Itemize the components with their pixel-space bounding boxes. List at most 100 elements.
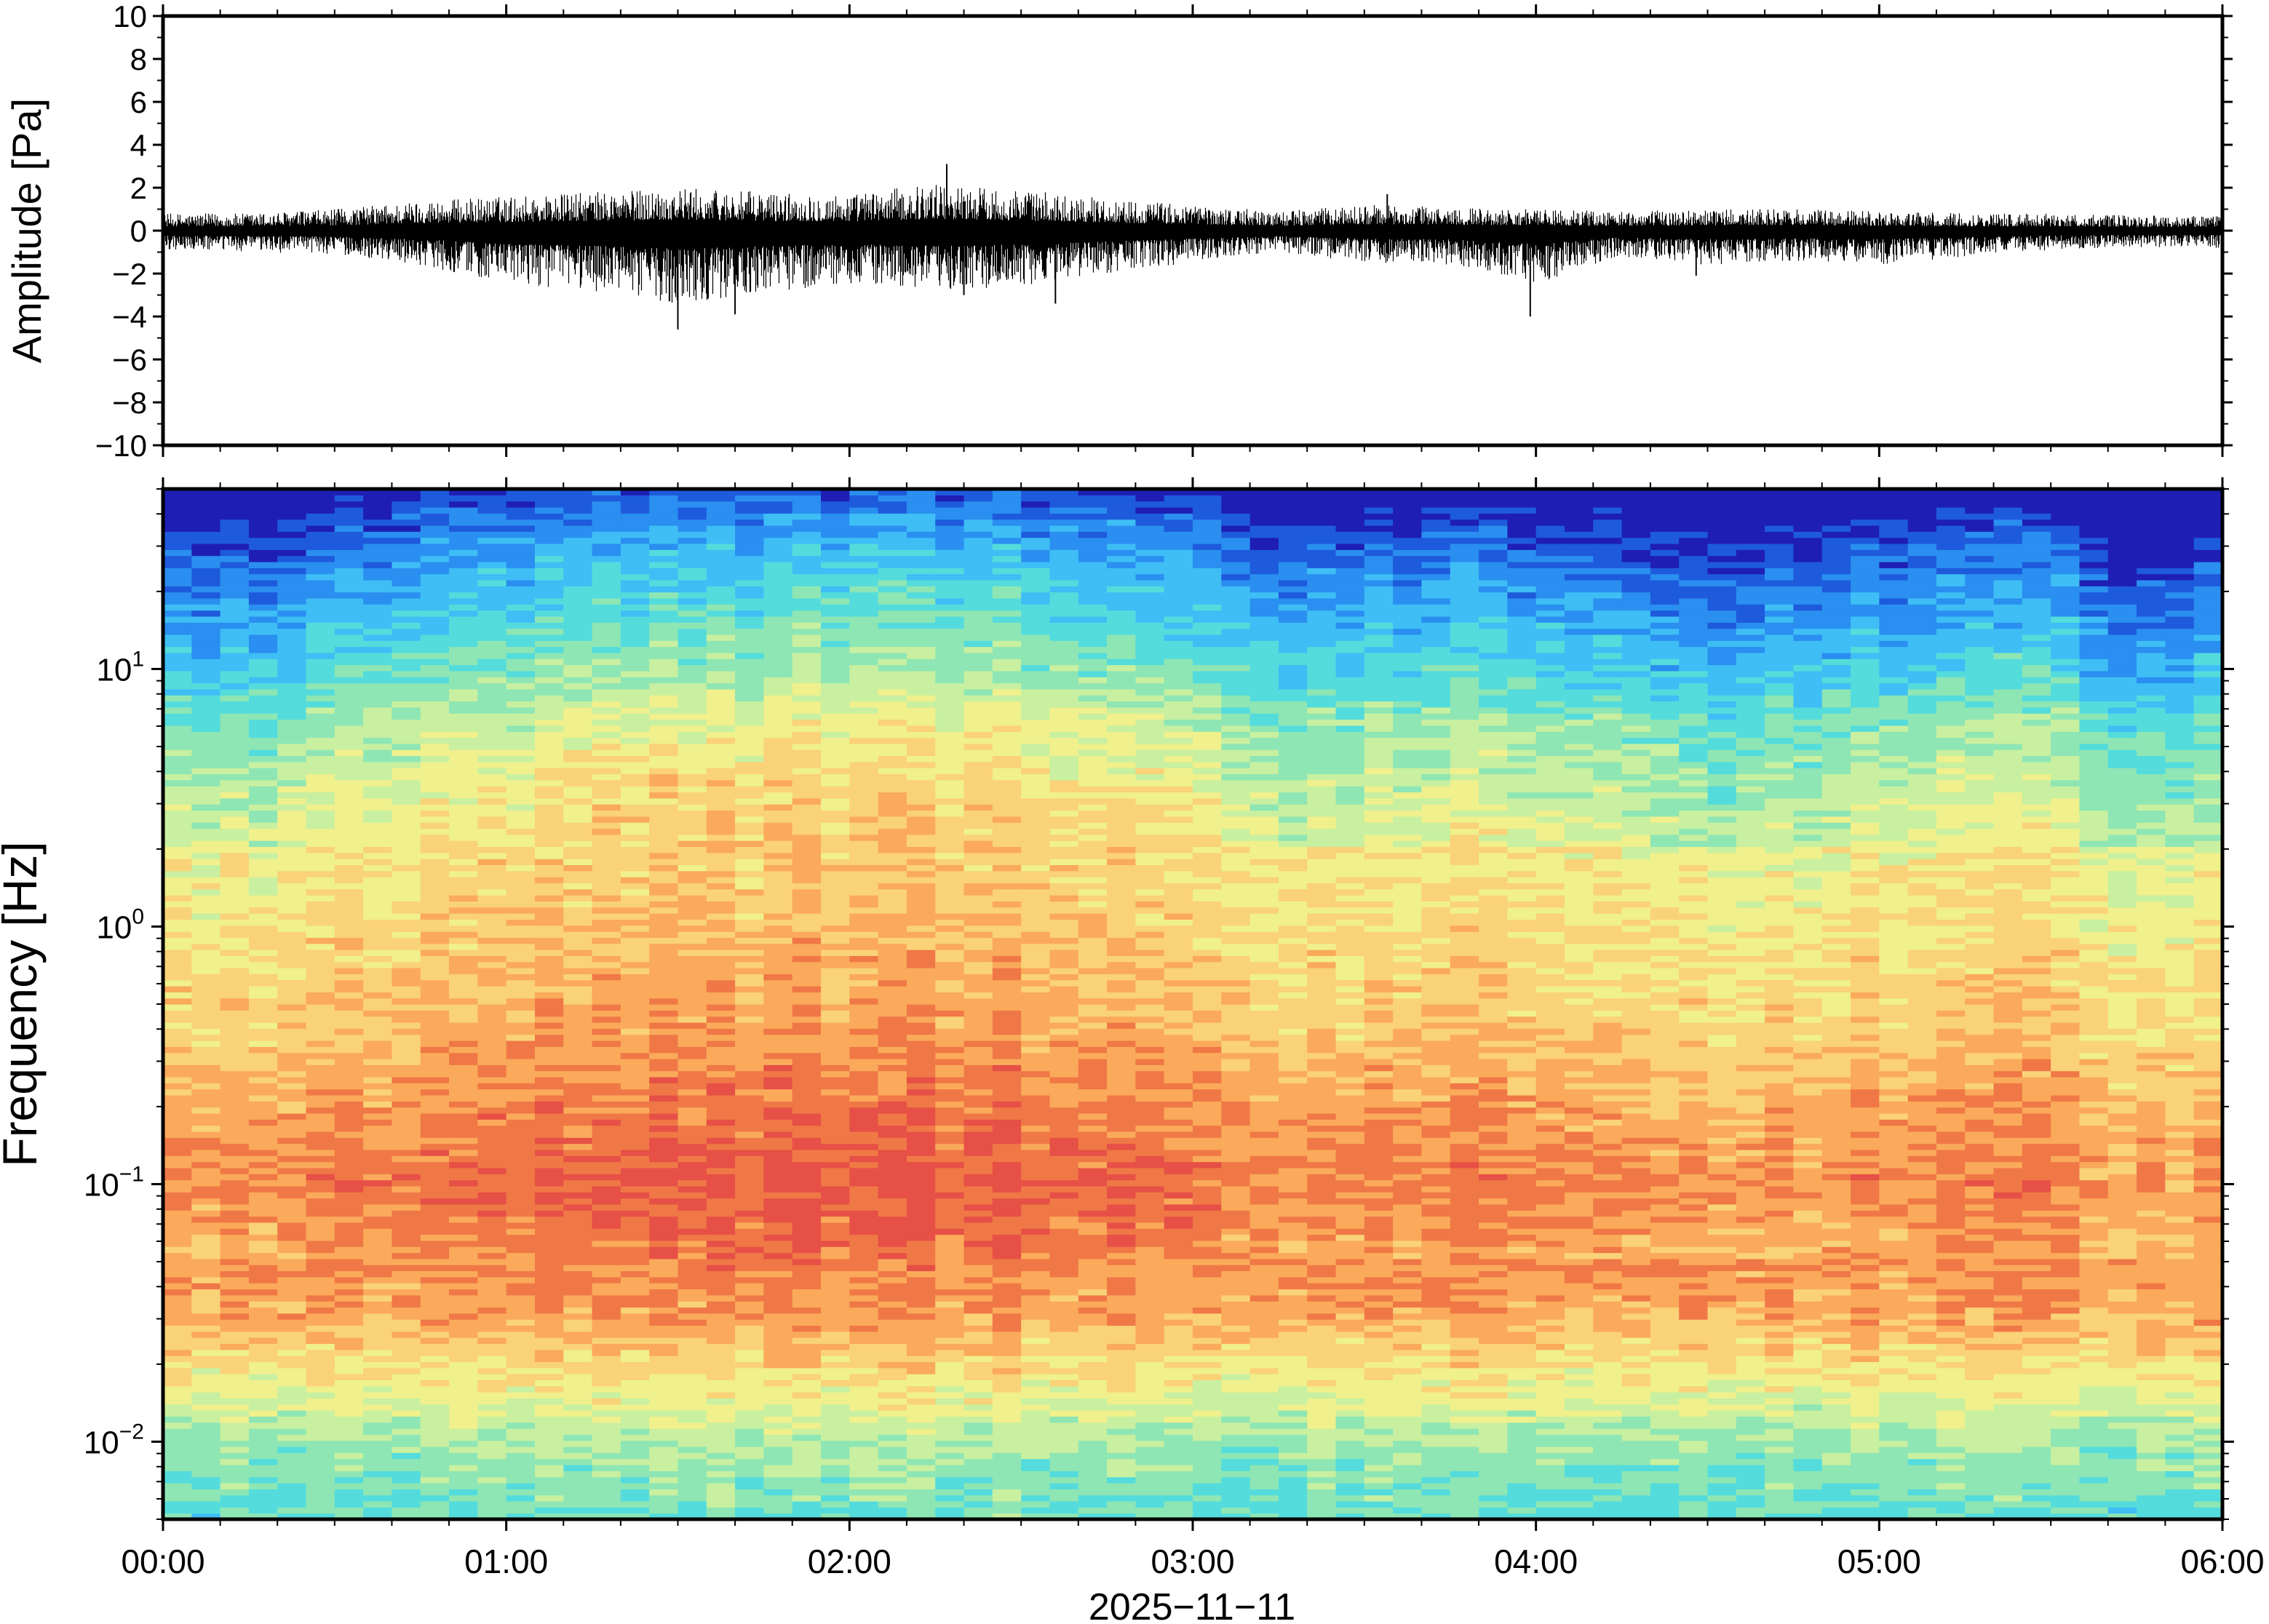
spectrogram-cell (735, 549, 765, 557)
spectrogram-cell (477, 1179, 507, 1187)
spectrogram-cell (563, 579, 593, 586)
spectrogram-cell (220, 1185, 250, 1193)
spectrogram-cell (220, 864, 250, 872)
spectrogram-cell (334, 677, 364, 684)
spectrogram-cell (220, 1289, 250, 1296)
spectrogram-cell (763, 1185, 793, 1193)
spectrogram-cell (163, 1325, 192, 1332)
spectrogram-cell (306, 931, 335, 938)
spectrogram-cell (592, 1452, 621, 1460)
spectrogram-cell (763, 592, 793, 599)
spectrogram-cell (620, 1489, 650, 1496)
spectrogram-cell (906, 1240, 936, 1247)
spectrogram-cell (878, 828, 907, 835)
spectrogram-cell (306, 913, 335, 920)
spectrogram-cell (563, 1507, 593, 1514)
spectrogram-cell (306, 828, 335, 835)
spectrogram-cell (306, 773, 335, 781)
spectrogram-cell (191, 870, 221, 877)
spectrogram-cell (792, 537, 822, 544)
spectrogram-cell (963, 992, 993, 999)
spectrogram-cell (792, 1070, 822, 1078)
spectrogram-cell (506, 543, 536, 550)
spectrogram-cell (935, 1319, 965, 1326)
spectrogram-cell (706, 1380, 736, 1387)
spectrogram-cell (306, 1283, 335, 1290)
spectrogram-cell (306, 1058, 335, 1065)
spectrogram-cell (477, 1203, 507, 1211)
spectrogram-cell (763, 743, 793, 750)
spectrogram-cell (763, 1325, 793, 1332)
spectrogram-cell (935, 1149, 965, 1156)
spectrogram-cell (534, 1313, 564, 1320)
spectrogram-cell (735, 664, 765, 672)
spectrogram-cell (306, 1010, 335, 1017)
spectrogram-cell (220, 597, 250, 605)
spectrogram-cell (677, 1101, 707, 1108)
spectrogram-cell (963, 1107, 993, 1114)
spectrogram-cell (963, 1131, 993, 1138)
spectrogram-cell (277, 779, 307, 787)
spectrogram-cell (334, 1155, 364, 1163)
spectrogram-cell (821, 586, 850, 593)
spectrogram-cell (620, 1070, 650, 1078)
spectrogram-cell (592, 1076, 621, 1083)
spectrogram-cell (592, 1052, 621, 1059)
spectrogram-cell (620, 986, 650, 992)
spectrogram-cell (363, 1143, 393, 1150)
spectrogram-cell (649, 1385, 679, 1393)
spectrogram-cell (477, 568, 507, 575)
spectrogram-cell (506, 1070, 536, 1078)
spectrogram-cell (363, 1252, 393, 1259)
spectrogram-cell (477, 950, 507, 956)
spectrogram-cell (220, 731, 250, 739)
spectrogram-cell (248, 1179, 278, 1187)
spectrogram-cell (449, 1004, 478, 1011)
spectrogram-cell (163, 1416, 192, 1423)
spectrogram-cell (363, 1222, 393, 1229)
spectrogram-cell (363, 1483, 393, 1489)
spectrogram-cell (306, 955, 335, 963)
spectrogram-cell (420, 1222, 450, 1229)
spectrogram-cell (220, 779, 250, 787)
spectrogram-cell (849, 695, 879, 702)
spectrogram-cell (506, 1203, 536, 1211)
spectrogram-cell (563, 919, 593, 926)
spectrogram-cell (821, 1446, 850, 1453)
spectrogram-cell (878, 1258, 907, 1265)
spectrogram-cell (878, 682, 907, 690)
spectrogram-cell (963, 1483, 993, 1489)
spectrogram-cell (792, 1313, 822, 1320)
spectrogram-cell (649, 1101, 679, 1108)
spectrogram-cell (220, 610, 250, 617)
spectrogram-cell (506, 1064, 536, 1072)
spectrogram-cell (592, 1289, 621, 1296)
spectrogram-cell (935, 1216, 965, 1223)
spectrogram-cell (706, 634, 736, 641)
spectrogram-cell (935, 513, 965, 520)
spectrogram-cell (878, 888, 907, 896)
spectrogram-cell (392, 1143, 421, 1150)
spectrogram-cell (849, 489, 879, 495)
spectrogram-cell (677, 955, 707, 963)
spectrogram-cell (592, 840, 621, 848)
spectrogram-cell (191, 828, 221, 835)
spectrogram-cell (477, 701, 507, 708)
spectrogram-cell (191, 1301, 221, 1308)
spectrogram-cell (334, 1198, 364, 1205)
spectrogram-cell (592, 1258, 621, 1265)
spectrogram-cell (163, 543, 192, 550)
spectrogram-cell (906, 743, 936, 750)
spectrogram-cell (906, 816, 936, 823)
spectrogram-cell (534, 901, 564, 908)
spectrogram-cell (792, 1125, 822, 1132)
spectrogram-cell (649, 1216, 679, 1223)
spectrogram-cell (392, 1458, 421, 1465)
spectrogram-cell (592, 828, 621, 835)
spectrogram-cell (191, 1149, 221, 1156)
spectrogram-cell (849, 706, 879, 714)
spectrogram-cell (449, 519, 478, 526)
spectrogram-cell (363, 610, 393, 617)
spectrogram-cell (392, 950, 421, 956)
spectrogram-cell (906, 688, 936, 696)
